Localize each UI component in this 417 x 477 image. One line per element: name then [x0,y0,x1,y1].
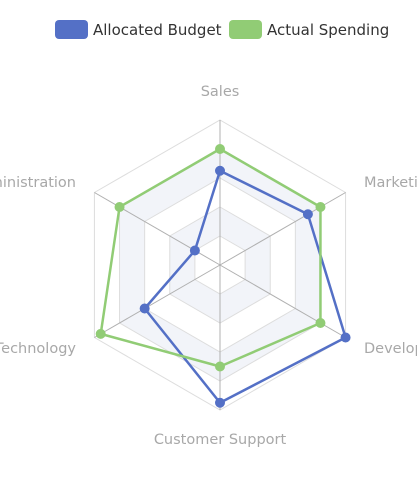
radar-axis-labels: Sales Marketing Development Customer Sup… [0,84,417,448]
legend-label-actual-spending: Actual Spending [267,21,389,39]
radar-point-allocated-budget-sales[interactable] [215,165,225,176]
legend-item-actual-spending[interactable]: Actual Spending [229,20,389,39]
axis-label-marketing: Marketing [364,175,417,191]
radar-split-area-2 [169,207,271,323]
legend: Allocated Budget Actual Spending [55,20,389,39]
axis-label-information-technology: Information Technology [0,341,76,357]
radar-split-area-3 [144,178,296,352]
axis-label-sales: Sales [201,84,240,100]
radar-point-allocated-budget-information-technology[interactable] [139,303,150,314]
radar-point-allocated-budget-development[interactable] [340,332,351,343]
radar-point-allocated-budget-administration[interactable] [189,245,200,256]
radar-series-actual-spending [95,144,326,372]
radar-point-actual-spending-marketing[interactable] [315,202,326,212]
legend-label-allocated-budget: Allocated Budget [93,21,222,39]
radar-axis-line-information-technology [94,264,221,338]
radar-series-allocated-budget [139,165,351,408]
radar-point-allocated-budget-customer-support[interactable] [215,397,225,408]
radar-series [95,144,351,408]
radar-point-actual-spending-information-technology[interactable] [95,328,106,339]
radar-point-allocated-budget-marketing[interactable] [302,209,313,220]
radar-point-actual-spending-customer-support[interactable] [215,361,225,372]
legend-swatch-actual-spending [229,20,262,39]
axis-label-administration: Administration [0,175,76,191]
radar-point-actual-spending-administration[interactable] [114,202,125,212]
radar-point-actual-spending-development[interactable] [315,318,326,328]
radar-point-actual-spending-sales[interactable] [215,144,225,154]
legend-swatch-allocated-budget [55,20,88,39]
legend-item-allocated-budget[interactable]: Allocated Budget [55,20,222,39]
axis-label-development: Development [364,341,417,357]
axis-label-customer-support: Customer Support [154,432,287,448]
